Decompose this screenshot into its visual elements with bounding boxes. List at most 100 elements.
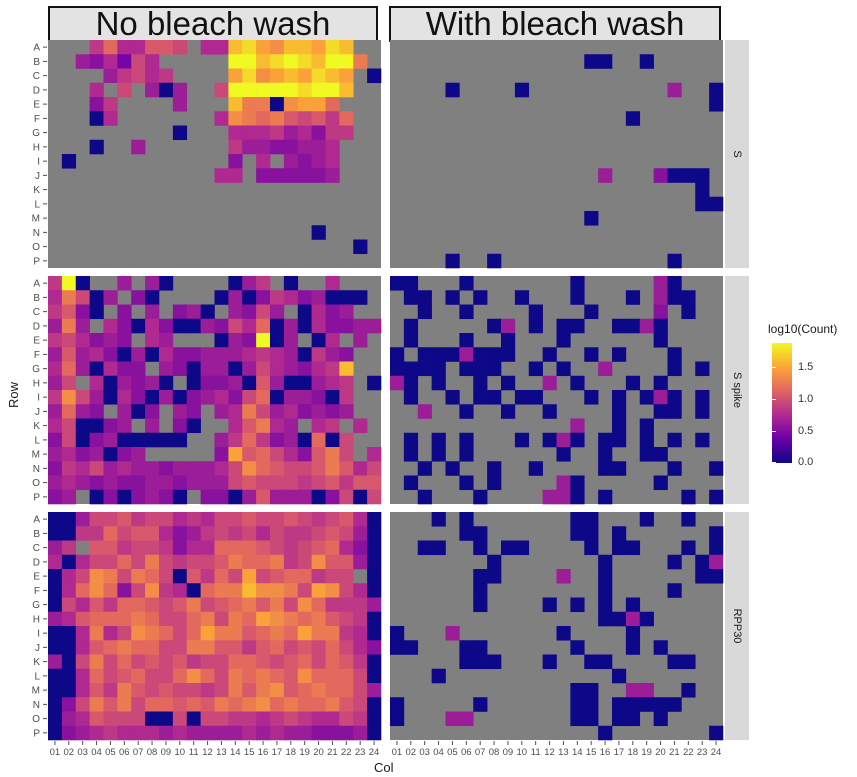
heatmap-cell — [653, 333, 668, 348]
heatmap-cell — [61, 626, 77, 641]
heatmap-cell — [256, 361, 271, 377]
heatmap-cell — [542, 347, 557, 362]
heatmap-cell — [103, 347, 118, 362]
heatmap-cell — [75, 683, 90, 698]
heatmap-cell — [473, 697, 488, 712]
heatmap-cell — [172, 347, 188, 362]
heatmap-cell — [242, 489, 257, 505]
heatmap-cell — [61, 489, 77, 505]
heatmap-cell — [159, 347, 174, 362]
y-axis-title: Row — [6, 381, 21, 408]
heatmap-cell — [256, 512, 271, 527]
heatmap-cell — [48, 583, 63, 598]
heatmap-cell — [431, 432, 446, 448]
heatmap-cell — [256, 569, 271, 584]
panel-background — [390, 40, 723, 268]
heatmap-cell — [159, 683, 174, 698]
heatmap-cell — [242, 404, 257, 419]
heatmap-cell — [172, 711, 188, 727]
heatmap-cell — [214, 512, 229, 527]
heatmap-cell — [367, 461, 382, 476]
heatmap-cell — [186, 554, 201, 570]
heatmap-cell — [186, 404, 201, 419]
heatmap-cell — [186, 475, 201, 491]
heatmap-cell — [200, 40, 215, 55]
heatmap-cell — [89, 139, 104, 155]
heatmap-cell — [242, 432, 257, 448]
heatmap-cell — [542, 654, 557, 670]
heatmap-cell — [570, 512, 585, 527]
heatmap-cell — [297, 361, 312, 377]
row-tick-label: D — [33, 85, 40, 96]
heatmap-cell — [242, 333, 257, 348]
heatmap-cell — [89, 461, 104, 476]
heatmap-cell — [403, 447, 419, 462]
heatmap-cell — [325, 640, 340, 655]
heatmap-cell — [612, 347, 627, 362]
heatmap-cell — [339, 404, 354, 419]
heatmap-cell — [172, 683, 188, 698]
col-tick-label: 13 — [558, 747, 569, 758]
heatmap-cell — [48, 569, 63, 584]
col-tick-label: 07 — [475, 747, 486, 758]
heatmap-cell — [200, 554, 215, 570]
heatmap-cell — [297, 711, 312, 727]
heatmap-cell — [501, 375, 516, 391]
heatmap-cell — [283, 82, 299, 98]
heatmap-cell — [339, 668, 354, 684]
heatmap-cell — [325, 82, 340, 98]
heatmap-cell — [431, 447, 446, 462]
heatmap-cell — [228, 512, 243, 527]
heatmap-cell — [256, 447, 271, 462]
heatmap-cell — [186, 597, 201, 613]
heatmap-cell — [200, 526, 215, 541]
heatmap-cell — [339, 597, 354, 613]
heatmap-cell — [325, 526, 340, 541]
heatmap-cell — [61, 347, 77, 362]
heatmap-cell — [89, 97, 104, 112]
strip-s: S — [725, 40, 749, 268]
heatmap-cell — [89, 290, 104, 305]
col-tick-label: 24 — [711, 747, 722, 758]
heatmap-cell — [48, 489, 63, 505]
heatmap-cell — [48, 626, 63, 641]
heatmap-cell — [214, 668, 229, 684]
heatmap-cell — [625, 375, 641, 391]
heatmap-cell — [584, 304, 599, 320]
heatmap-cell — [353, 526, 368, 541]
heatmap-cell — [89, 512, 104, 527]
heatmap-cell — [214, 447, 229, 462]
heatmap-cell — [612, 418, 627, 434]
col-tick-label: 18 — [286, 747, 297, 758]
heatmap-cell — [297, 318, 312, 334]
heatmap-cell — [283, 333, 299, 348]
heatmap-cell — [117, 361, 132, 377]
heatmap-cell — [639, 432, 654, 448]
row-tick-label: G — [32, 128, 40, 139]
heatmap-cell — [75, 290, 90, 305]
heatmap-cell — [48, 404, 63, 419]
heatmap-cell — [325, 139, 340, 155]
heatmap-cell — [61, 154, 77, 169]
heatmap-cell — [228, 475, 243, 491]
heatmap-cell — [681, 168, 696, 183]
col-tick-label: 11 — [531, 747, 541, 758]
heatmap-cell — [117, 640, 132, 655]
heatmap-cell — [325, 432, 340, 448]
heatmap-cell — [131, 375, 146, 391]
heatmap-cell — [256, 347, 271, 362]
heatmap-cell — [339, 447, 354, 462]
heatmap-cell — [270, 432, 285, 448]
heatmap-cell — [61, 418, 77, 434]
heatmap-cell — [256, 390, 271, 405]
heatmap-cell — [242, 97, 257, 112]
heatmap-cell — [228, 540, 243, 556]
heatmap-cell — [339, 111, 354, 126]
heatmap-cell — [242, 512, 257, 527]
heatmap-cell — [61, 583, 77, 598]
heatmap-cell — [667, 253, 682, 269]
col-tick-label: 15 — [244, 747, 255, 758]
heatmap-cell — [117, 540, 132, 556]
heatmap-cell — [297, 697, 312, 712]
heatmap-cell — [256, 611, 271, 627]
